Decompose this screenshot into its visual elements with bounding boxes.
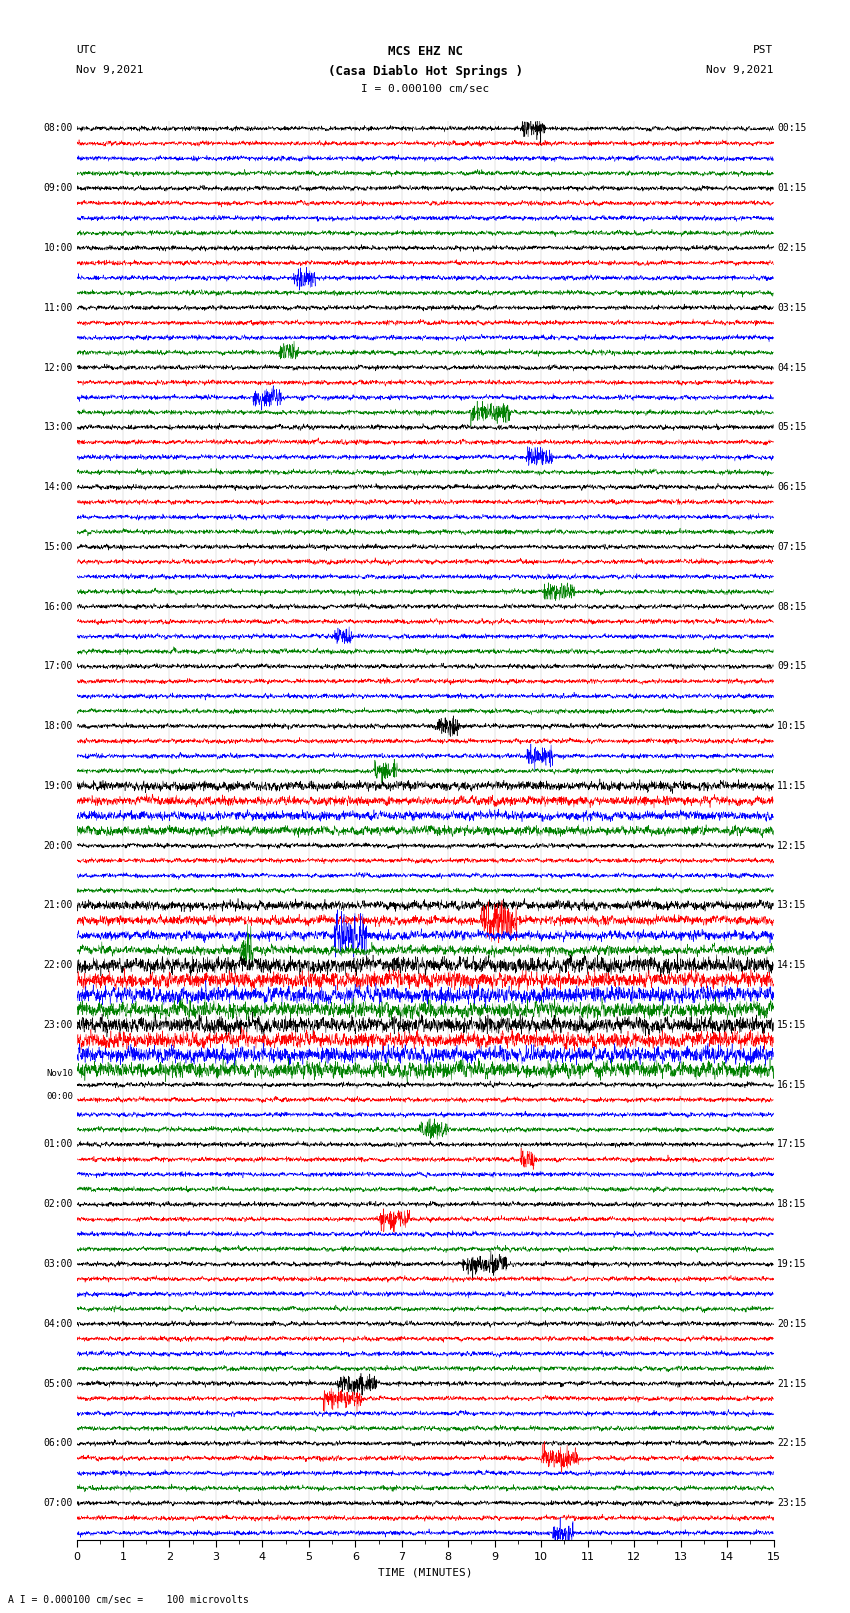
Text: PST: PST <box>753 45 774 55</box>
Text: 22:15: 22:15 <box>777 1439 807 1448</box>
Text: 05:00: 05:00 <box>43 1379 73 1389</box>
Text: I = 0.000100 cm/sec: I = 0.000100 cm/sec <box>361 84 489 94</box>
Text: Nov10: Nov10 <box>46 1068 73 1077</box>
Text: 04:00: 04:00 <box>43 1319 73 1329</box>
Text: 22:00: 22:00 <box>43 960 73 969</box>
Text: 15:00: 15:00 <box>43 542 73 552</box>
Text: 19:00: 19:00 <box>43 781 73 790</box>
Text: 10:15: 10:15 <box>777 721 807 731</box>
Text: 20:00: 20:00 <box>43 840 73 850</box>
Text: 09:15: 09:15 <box>777 661 807 671</box>
Text: 13:00: 13:00 <box>43 423 73 432</box>
Text: 10:00: 10:00 <box>43 244 73 253</box>
X-axis label: TIME (MINUTES): TIME (MINUTES) <box>377 1568 473 1578</box>
Text: 12:00: 12:00 <box>43 363 73 373</box>
Text: 02:15: 02:15 <box>777 244 807 253</box>
Text: 13:15: 13:15 <box>777 900 807 910</box>
Text: 08:00: 08:00 <box>43 124 73 134</box>
Text: 18:15: 18:15 <box>777 1198 807 1210</box>
Text: 01:00: 01:00 <box>43 1139 73 1150</box>
Text: 04:15: 04:15 <box>777 363 807 373</box>
Text: 09:00: 09:00 <box>43 184 73 194</box>
Text: Nov 9,2021: Nov 9,2021 <box>76 65 144 74</box>
Text: Nov 9,2021: Nov 9,2021 <box>706 65 774 74</box>
Text: 16:00: 16:00 <box>43 602 73 611</box>
Text: 03:15: 03:15 <box>777 303 807 313</box>
Text: 21:00: 21:00 <box>43 900 73 910</box>
Text: 11:00: 11:00 <box>43 303 73 313</box>
Text: 23:15: 23:15 <box>777 1498 807 1508</box>
Text: 06:15: 06:15 <box>777 482 807 492</box>
Text: 23:00: 23:00 <box>43 1019 73 1031</box>
Text: 16:15: 16:15 <box>777 1079 807 1090</box>
Text: 14:00: 14:00 <box>43 482 73 492</box>
Text: 00:15: 00:15 <box>777 124 807 134</box>
Text: 08:15: 08:15 <box>777 602 807 611</box>
Text: 17:15: 17:15 <box>777 1139 807 1150</box>
Text: 21:15: 21:15 <box>777 1379 807 1389</box>
Text: 15:15: 15:15 <box>777 1019 807 1031</box>
Text: 12:15: 12:15 <box>777 840 807 850</box>
Text: 03:00: 03:00 <box>43 1260 73 1269</box>
Text: UTC: UTC <box>76 45 97 55</box>
Text: 07:15: 07:15 <box>777 542 807 552</box>
Text: (Casa Diablo Hot Springs ): (Casa Diablo Hot Springs ) <box>327 65 523 77</box>
Text: 20:15: 20:15 <box>777 1319 807 1329</box>
Text: 07:00: 07:00 <box>43 1498 73 1508</box>
Text: 17:00: 17:00 <box>43 661 73 671</box>
Text: 05:15: 05:15 <box>777 423 807 432</box>
Text: 11:15: 11:15 <box>777 781 807 790</box>
Text: 14:15: 14:15 <box>777 960 807 969</box>
Text: 01:15: 01:15 <box>777 184 807 194</box>
Text: A I = 0.000100 cm/sec =    100 microvolts: A I = 0.000100 cm/sec = 100 microvolts <box>8 1595 249 1605</box>
Text: 02:00: 02:00 <box>43 1198 73 1210</box>
Text: MCS EHZ NC: MCS EHZ NC <box>388 45 462 58</box>
Text: 00:00: 00:00 <box>46 1092 73 1100</box>
Text: 18:00: 18:00 <box>43 721 73 731</box>
Text: 06:00: 06:00 <box>43 1439 73 1448</box>
Text: 19:15: 19:15 <box>777 1260 807 1269</box>
